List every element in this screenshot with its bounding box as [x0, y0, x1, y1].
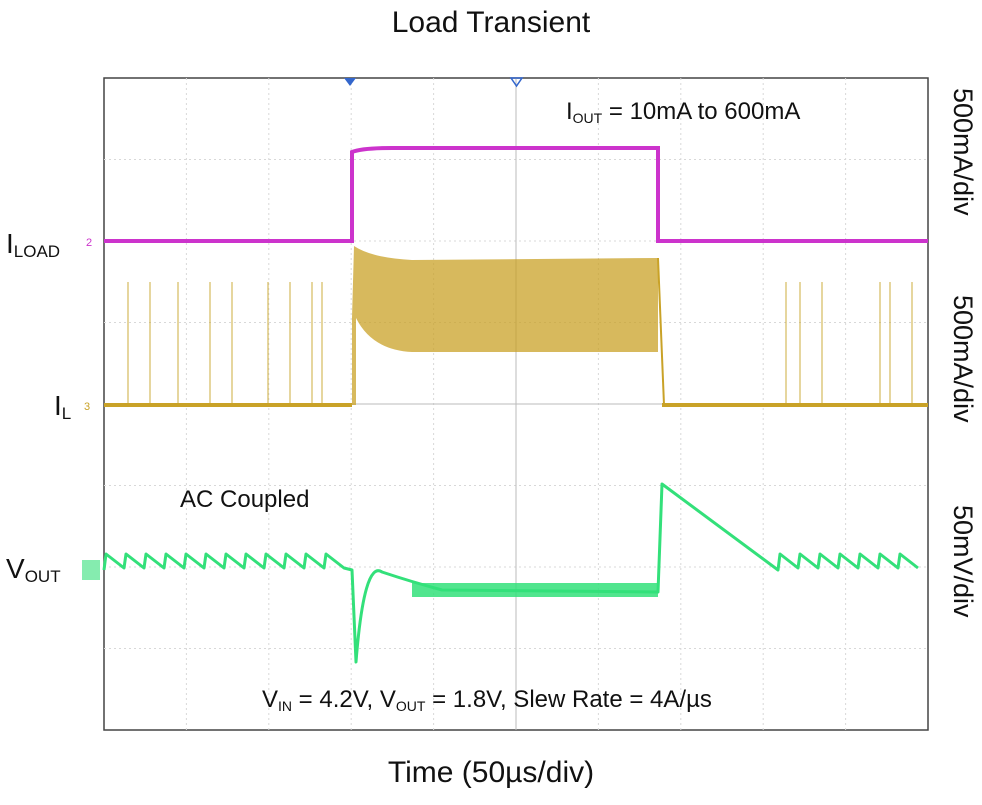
scale-label-iload: 500mA/div [948, 88, 978, 216]
annotation-conditions: VIN = 4.2V, VOUT = 1.8V, Slew Rate = 4A/… [262, 686, 712, 714]
x-axis-label: Time (50µs/div) [387, 756, 595, 789]
delay-position-marker [509, 77, 524, 88]
il-trace-falling-edge [657, 257, 665, 406]
vout-ripple-band [412, 583, 658, 597]
traces [102, 146, 928, 664]
vout-trace [102, 482, 919, 664]
il-ground-marker: 3 [84, 401, 90, 413]
markers: 23 [82, 77, 524, 580]
scale-label-vout: 50mV/div [948, 505, 978, 618]
iload-ground-marker: 2 [86, 237, 92, 249]
channel-label-il: IL [54, 390, 72, 423]
channel-label-vout: VOUT [6, 553, 61, 586]
trigger-position-marker [344, 78, 356, 86]
iload-trace [104, 146, 928, 243]
channel-label-iload: ILOAD [6, 228, 61, 261]
scale-label-il: 500mA/div [948, 295, 978, 423]
vout-ground-marker [82, 560, 100, 580]
annotation-ac-coupled: AC Coupled [180, 486, 310, 513]
chart-title: Load Transient [391, 6, 591, 39]
il-switching-envelope [352, 246, 658, 405]
annotation-iout: IOUT = 10mA to 600mA [566, 98, 801, 126]
